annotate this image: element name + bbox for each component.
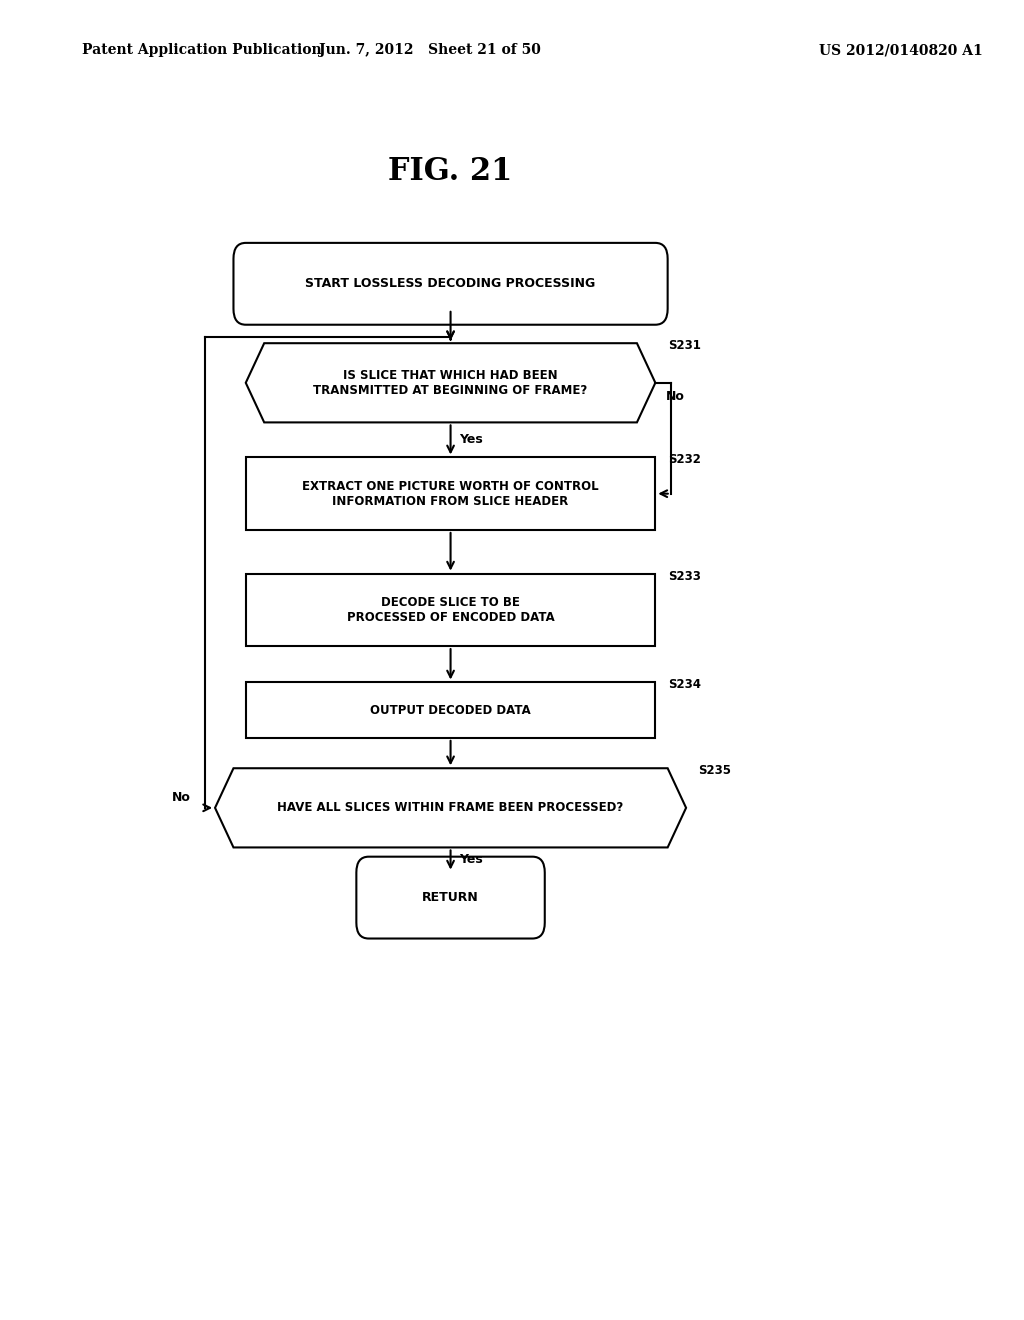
FancyBboxPatch shape [233,243,668,325]
FancyBboxPatch shape [356,857,545,939]
Text: S232: S232 [668,454,700,466]
Text: RETURN: RETURN [422,891,479,904]
Text: No: No [172,791,190,804]
Text: START LOSSLESS DECODING PROCESSING: START LOSSLESS DECODING PROCESSING [305,277,596,290]
Text: Yes: Yes [459,433,482,446]
Text: US 2012/0140820 A1: US 2012/0140820 A1 [819,44,983,57]
Text: S233: S233 [668,570,700,582]
Polygon shape [215,768,686,847]
Polygon shape [246,343,655,422]
Bar [246,457,655,529]
Bar [246,682,655,738]
Text: FIG. 21: FIG. 21 [388,156,513,187]
Text: Yes: Yes [459,854,482,866]
Bar [246,573,655,645]
Text: DECODE SLICE TO BE
PROCESSED OF ENCODED DATA: DECODE SLICE TO BE PROCESSED OF ENCODED … [347,595,554,624]
Text: S235: S235 [698,764,731,777]
Text: EXTRACT ONE PICTURE WORTH OF CONTROL
INFORMATION FROM SLICE HEADER: EXTRACT ONE PICTURE WORTH OF CONTROL INF… [302,479,599,508]
Text: HAVE ALL SLICES WITHIN FRAME BEEN PROCESSED?: HAVE ALL SLICES WITHIN FRAME BEEN PROCES… [278,801,624,814]
Text: Jun. 7, 2012   Sheet 21 of 50: Jun. 7, 2012 Sheet 21 of 50 [319,44,541,57]
Text: S231: S231 [668,339,700,352]
Text: S234: S234 [668,678,700,692]
Text: Patent Application Publication: Patent Application Publication [82,44,322,57]
Text: No: No [666,389,684,403]
Text: OUTPUT DECODED DATA: OUTPUT DECODED DATA [371,704,530,717]
Text: IS SLICE THAT WHICH HAD BEEN
TRANSMITTED AT BEGINNING OF FRAME?: IS SLICE THAT WHICH HAD BEEN TRANSMITTED… [313,368,588,397]
